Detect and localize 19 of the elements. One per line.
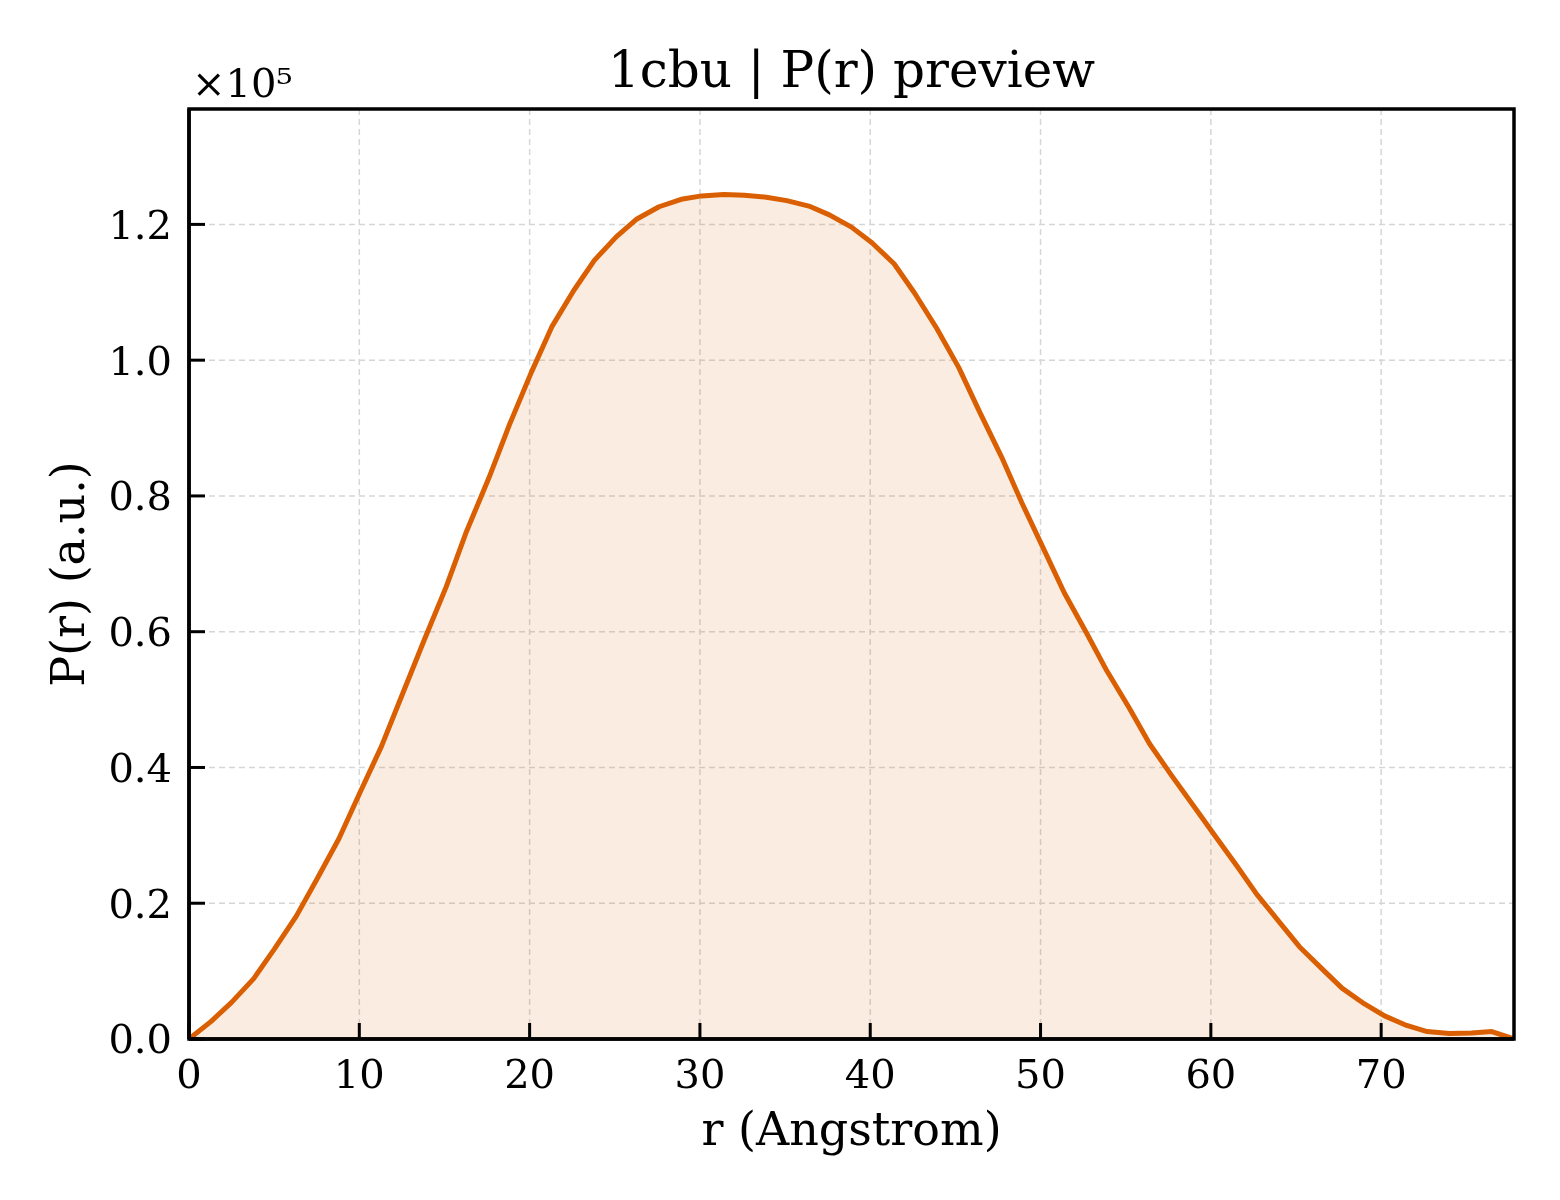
x-tick-label: 0 bbox=[176, 1051, 202, 1097]
y-tick-label: 0.0 bbox=[108, 1016, 172, 1063]
y-tick-label: 1.0 bbox=[108, 337, 172, 384]
text: ×10⁵ bbox=[192, 60, 293, 106]
x-tick-label: 10 bbox=[333, 1051, 385, 1097]
x-tick-label: 70 bbox=[1355, 1051, 1407, 1097]
y-axis-title: P(r) (a.u.) bbox=[41, 461, 95, 687]
y-tick-label: 1.2 bbox=[108, 201, 172, 248]
y-tick-label: 0.4 bbox=[108, 744, 172, 791]
y-tick-label: 0.2 bbox=[108, 880, 172, 927]
x-tick-label: 60 bbox=[1185, 1051, 1237, 1097]
x-tick-label: 40 bbox=[844, 1051, 896, 1097]
x-tick-label: 20 bbox=[504, 1051, 556, 1097]
x-tick-label: 50 bbox=[1015, 1051, 1066, 1097]
y-tick-label: 0.6 bbox=[108, 609, 172, 656]
chart-title: 1cbu | P(r) preview bbox=[607, 41, 1096, 99]
x-axis-title: r (Angstrom) bbox=[701, 1102, 1002, 1156]
x-tick-label: 30 bbox=[674, 1051, 726, 1097]
y-tick-label: 0.8 bbox=[108, 473, 172, 520]
